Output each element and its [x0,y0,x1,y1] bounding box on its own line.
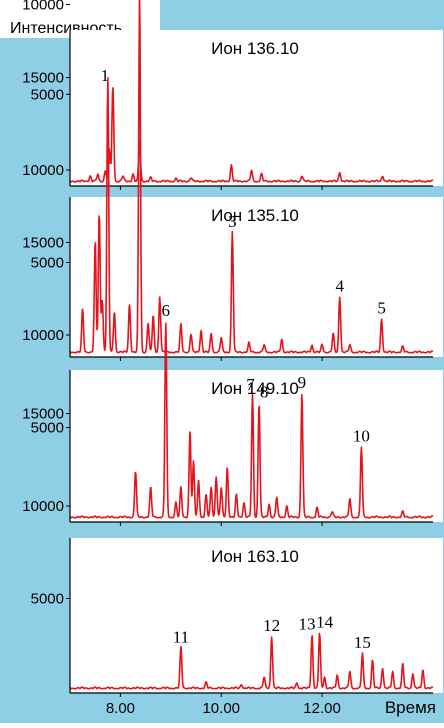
y-tick-label: 10000 [22,162,64,179]
peak-label: 5 [377,299,386,318]
ion-trace [69,87,434,183]
chart-panel-3: Ион 149.10 5000 10000 15000 6 7 8 9 10 [22,235,443,526]
peak-label: 3 [228,212,237,231]
panel-title: Ион 163.10 [211,547,299,566]
x-tick-label: 12.00 [303,700,341,717]
peak-label: 11 [173,627,189,646]
chart-panel-4: Ион 163.10 5000 10000 15000 8.00 10.00 12.00 11… [22,406,443,717]
peak-label: 6 [162,301,171,320]
panel-title: Ион 135.10 [211,206,299,225]
peak-label: 12 [263,616,280,635]
ion-trace [69,632,434,690]
y-tick-label: 10000 [22,327,64,344]
peak-label: 4 [335,277,344,296]
panel-title: Ион 136.10 [211,39,299,58]
x-tick-label: 10.00 [202,700,240,717]
peak-label: 13 [299,614,316,633]
panel-title: Ион 149.10 [211,379,299,398]
peak-label: 10 [353,427,370,446]
y-tick-label: 5000 [31,255,64,272]
y-tick-label: 15000 [22,70,64,87]
peak-label: 9 [298,373,307,392]
y-tick-label: 10000 [22,0,64,14]
peak-label: 14 [316,613,334,632]
y-tick-label: 5000 [31,86,64,103]
x-tick-label: 8.00 [106,700,135,717]
y-tick-label: 10000 [22,498,64,515]
ion-trace [69,0,434,354]
plot-area [70,538,443,693]
peak-label: 7 [246,375,255,394]
peak-label: 15 [354,633,371,652]
y-tick-label: 15000 [22,406,64,423]
chart-panel-2: Ион 135.10500010000150002345 [22,0,443,361]
plot-area [70,30,443,186]
peak-label: 8 [260,382,269,401]
peak-label: 1 [101,66,110,85]
y-tick-label: 5000 [31,420,64,437]
chart-panel-1: Ион 136.10 5000 10000 15000 1 [22,0,443,190]
plot-area [70,370,443,522]
y-tick-label: 5000 [31,591,64,608]
y-tick-label: 15000 [22,235,64,252]
x-axis-title: Время [385,698,436,717]
ion-trace [69,322,434,519]
panels: Ион 136.10500010000150001Ион 135.1050001… [22,0,443,717]
